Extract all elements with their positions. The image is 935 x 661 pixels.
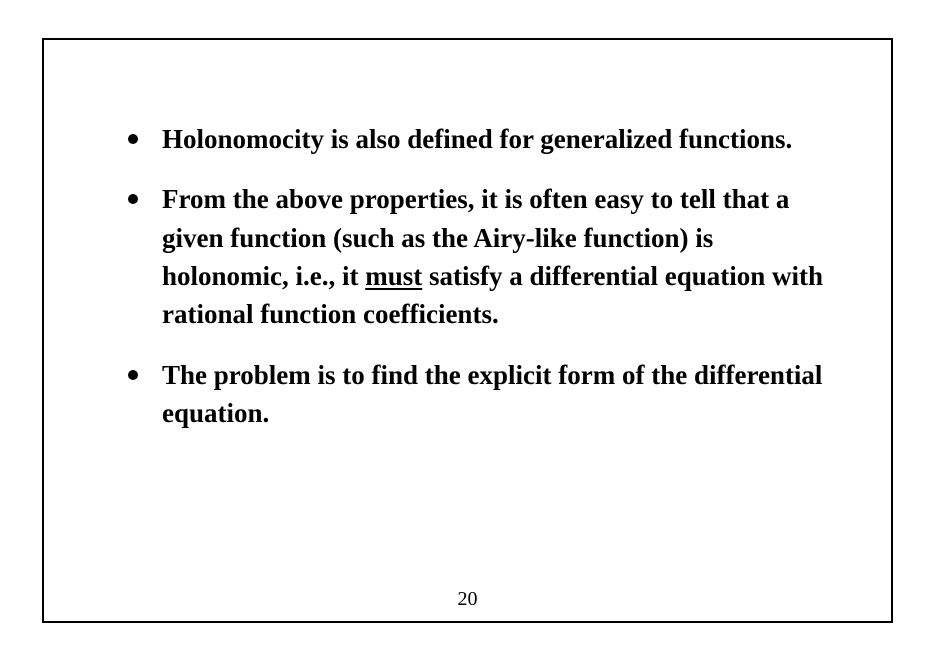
slide-content: Holonomocity is also defined for general… [120,120,840,454]
bullet-text-pre: The problem is to find the explicit form… [162,360,822,428]
page-number: 20 [0,588,935,611]
list-item: The problem is to find the explicit form… [120,356,840,433]
bullet-list: Holonomocity is also defined for general… [120,120,840,432]
slide-page: Holonomocity is also defined for general… [0,0,935,661]
list-item: Holonomocity is also defined for general… [120,120,840,158]
bullet-text-underline: must [365,261,422,291]
list-item: From the above properties, it is often e… [120,180,840,333]
bullet-text-pre: Holonomocity is also defined for general… [162,124,792,154]
